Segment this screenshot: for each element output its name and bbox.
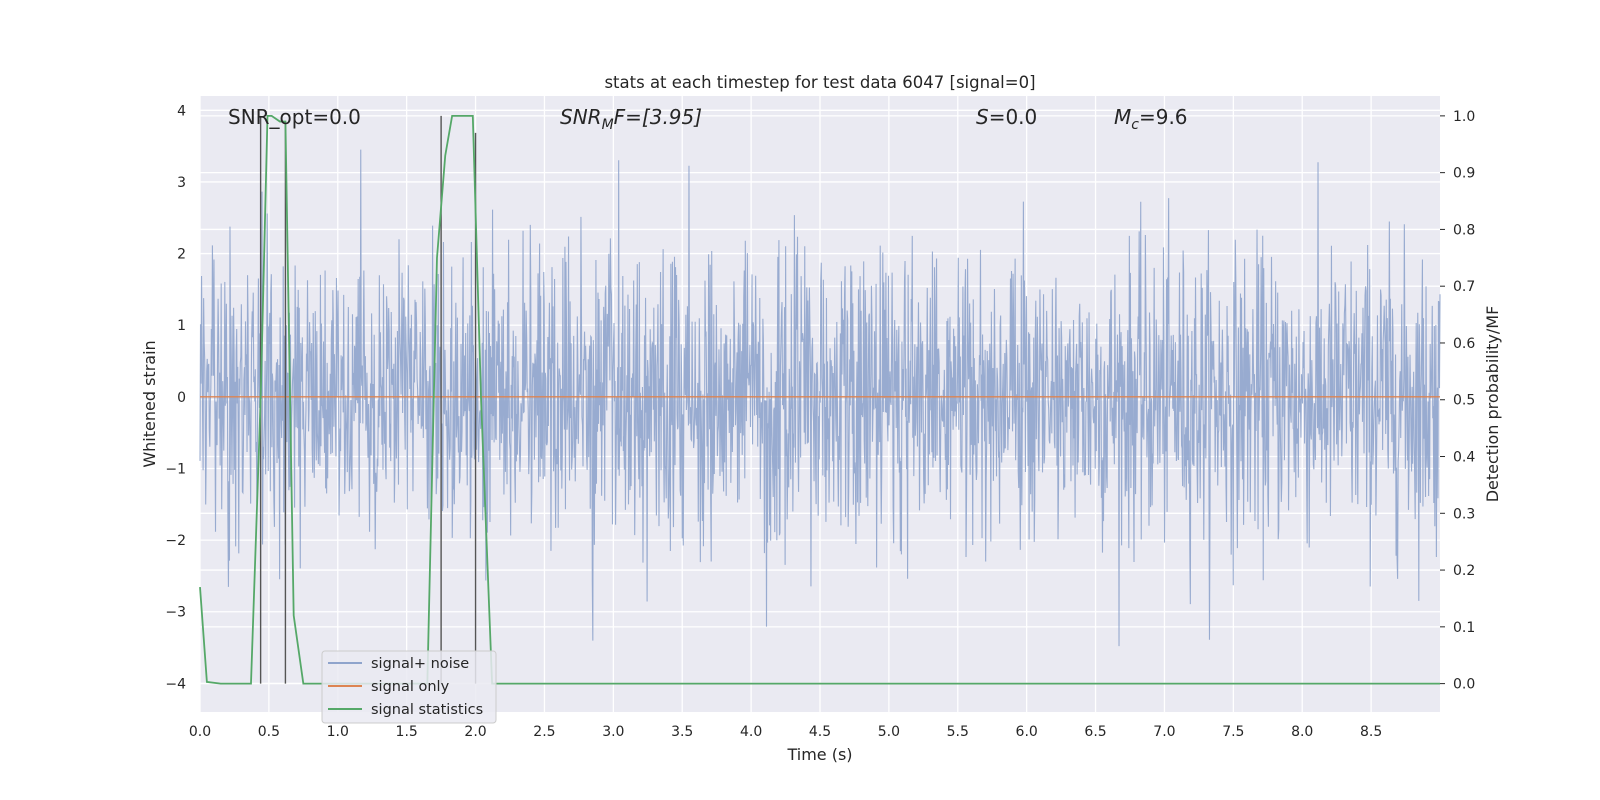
y-axis-label-right: Detection probability/MF [1483,306,1502,503]
y-tick-label-left: −3 [165,605,186,621]
x-tick-label: 6.0 [1016,724,1038,740]
annotation-snr-opt: SNR_opt=0.0 [228,105,361,129]
annotation-mc: Mc=9.6 [1114,105,1188,133]
y-tick-label-right: 0.9 [1453,166,1475,182]
y-tick-label-right: 1.0 [1453,109,1475,125]
x-tick-label: 2.5 [533,724,555,740]
chart-title: stats at each timestep for test data 604… [604,73,1035,92]
y-tick-label-left: −2 [165,533,186,549]
x-axis-label: Time (s) [786,745,852,764]
y-tick-label-right: 0.5 [1453,393,1475,409]
x-tick-label: 4.5 [809,724,831,740]
annotation-snr-mf: SNRMF=[3.95] [560,105,702,133]
y-tick-label-left: 2 [177,247,186,263]
x-tick-label: 3.5 [671,724,693,740]
axis-ticks: 0.0 0.5 1.0 1.5 2.0 2.5 3.0 3.5 4.0 4.5 5.0 5.5 6.0 6… [165,103,1475,740]
legend-label-signal-noise: signal+ noise [371,656,469,672]
x-tick-label: 1.0 [327,724,349,740]
y-tick-label-right: 0.6 [1453,336,1475,352]
y-tick-label-left: 4 [177,103,186,119]
y-tick-label-left: 1 [177,318,186,334]
y-tick-label-left: 0 [177,390,186,406]
overlay-series [199,114,1440,685]
x-tick-label: 1.5 [396,724,418,740]
x-tick-label: 7.0 [1153,724,1175,740]
y-tick-label-left: −1 [165,461,186,477]
x-tick-label: 0.0 [189,724,211,740]
legend-label-signal-statistics: signal statistics [371,702,483,718]
y-tick-label-right: 0.2 [1453,563,1475,579]
x-tick-label: 2.0 [464,724,486,740]
y-tick-label-right: 0.1 [1453,620,1475,636]
y-tick-label-right: 0.8 [1453,222,1475,238]
x-tick-label: 6.5 [1084,724,1106,740]
x-tick-label: 3.0 [602,724,624,740]
x-tick-label: 8.0 [1291,724,1313,740]
y-tick-label-right: 0.4 [1453,450,1475,466]
x-tick-label: 7.5 [1222,724,1244,740]
y-tick-label-left: −4 [165,676,186,692]
x-tick-label: 5.0 [878,724,900,740]
legend: signal+ noise signal only signal statist… [321,650,497,724]
annotation-s: S=0.0 [976,105,1037,129]
y-tick-label-left: 3 [177,175,186,191]
legend-label-signal-only: signal only [371,679,450,695]
y-axis-label-left: Whitened strain [140,340,159,467]
x-tick-label: 4.0 [740,724,762,740]
series-line-signal-statistics [199,114,1440,685]
y-tick-label-right: 0.7 [1453,279,1475,295]
y-tick-label-right: 0.0 [1453,677,1475,693]
x-tick-label: 8.5 [1360,724,1382,740]
legend-box [321,650,497,724]
y-tick-label-right: 0.3 [1453,506,1475,522]
x-tick-label: 5.5 [947,724,969,740]
x-tick-label: 0.5 [258,724,280,740]
